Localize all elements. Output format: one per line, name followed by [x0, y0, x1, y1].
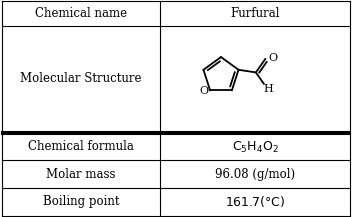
Text: Chemical formula: Chemical formula [28, 140, 134, 153]
Text: Furfural: Furfural [231, 7, 280, 20]
Text: Boiling point: Boiling point [43, 196, 119, 209]
Text: Molar mass: Molar mass [46, 168, 116, 181]
Text: 96.08 (g/mol): 96.08 (g/mol) [215, 168, 295, 181]
Text: $\mathrm{C_5H_4O_2}$: $\mathrm{C_5H_4O_2}$ [232, 139, 278, 155]
Text: Chemical name: Chemical name [35, 7, 127, 20]
Text: O: O [269, 53, 278, 63]
Text: O: O [199, 87, 208, 97]
Text: $\mathrm{161.7(°C)}$: $\mathrm{161.7(°C)}$ [225, 194, 285, 209]
Text: Molecular Structure: Molecular Structure [20, 72, 142, 85]
Text: H: H [263, 84, 273, 94]
